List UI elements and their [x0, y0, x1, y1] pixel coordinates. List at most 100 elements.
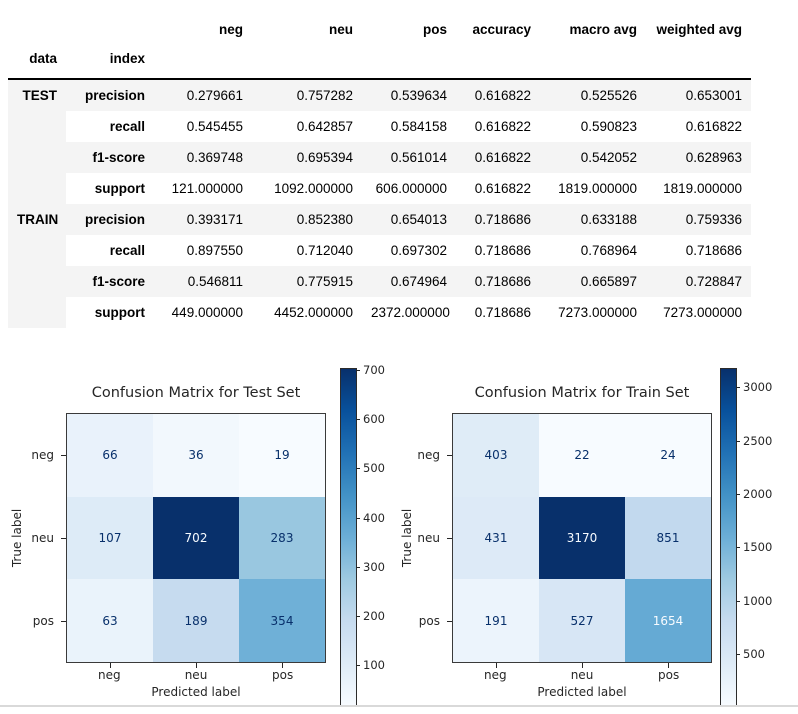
table-cell: 0.718686: [685, 243, 742, 258]
matrix-cell: 63: [67, 579, 153, 662]
colorbar-tick-label: 200: [363, 608, 385, 623]
figure-title: Confusion Matrix for Train Set: [474, 385, 690, 401]
row-index-label: support: [94, 305, 145, 320]
table-cell: 0.616822: [474, 181, 531, 196]
table-cell: 1819.000000: [663, 181, 742, 196]
column-header: pos: [422, 22, 447, 37]
matrix-cell: 22: [539, 414, 625, 497]
table-cell: 0.616822: [685, 119, 742, 134]
table-header: neg neu pos accuracy macro avg weighted avg da…: [8, 6, 751, 80]
table-cell: 0.718686: [456, 266, 540, 297]
row-group-label: TRAIN: [8, 204, 66, 328]
x-axis-label: Predicted label: [537, 685, 627, 699]
colorbar-tick-label: 400: [363, 510, 385, 525]
table-cell: 0.546811: [154, 266, 252, 297]
table-cell: 0.897550: [186, 243, 243, 258]
matrix-cell: 19: [239, 414, 325, 497]
table-cell: 0.712040: [296, 243, 353, 258]
row-index-label: support: [94, 181, 145, 196]
table-cell: 121.000000: [171, 181, 243, 196]
x-tick-mark: [582, 663, 583, 668]
column-header-row: neg neu pos accuracy macro avg weighted avg: [8, 6, 751, 41]
table-cell: 0.393171: [154, 204, 252, 235]
matrix-cell: 189: [153, 579, 239, 662]
column-header: neg: [218, 22, 243, 37]
matrix-cell: 24: [625, 414, 711, 497]
table-cell: 0.768964: [580, 243, 637, 258]
y-tick-label: neg: [31, 447, 54, 462]
table-cell: 0.616822: [456, 79, 540, 111]
colorbar-tick-label: 3000: [743, 380, 773, 395]
x-tick-label: pos: [272, 668, 294, 682]
table-cell: 4452.000000: [274, 305, 353, 320]
colorbar-tick-mark: [736, 600, 740, 602]
colorbar-tick-mark: [356, 615, 360, 617]
table-cell: 0.369748: [154, 142, 252, 173]
table-cell: 0.628963: [646, 142, 751, 173]
table-cell: 0.775915: [252, 266, 362, 297]
table-cell: 7273.000000: [663, 305, 742, 320]
colorbar-tick-label: 500: [363, 461, 385, 476]
column-header: accuracy: [472, 22, 531, 37]
y-tick-label: neg: [417, 447, 440, 462]
table-row: support 121.000000 1092.000000 606.000000 0.…: [8, 173, 751, 204]
matrix-cell: 527: [539, 579, 625, 662]
colorbar-tick-label: 2500: [743, 433, 773, 448]
colorbar-tick-mark: [356, 468, 360, 470]
table-row: TRAIN precision 0.393171 0.852380 0.654013 0.…: [8, 204, 751, 328]
x-axis-label: Predicted label: [151, 685, 241, 699]
colorbar-tick-mark: [356, 369, 360, 371]
colorbar-tick-label: 1000: [743, 593, 773, 608]
x-tick-mark: [668, 663, 669, 668]
x-tick-label: neu: [570, 668, 594, 682]
row-index-label: f1-score: [66, 142, 154, 173]
matrix-cell: 1654: [625, 579, 711, 662]
x-tick-mark: [496, 663, 497, 668]
table-cell: 0.616822: [474, 119, 531, 134]
colorbar: 500 1000 1500 2000 2500 3000: [720, 368, 772, 706]
x-tick-mark: [282, 663, 283, 668]
classification-report-table: neg neu pos accuracy macro avg weighted avg da…: [8, 6, 751, 328]
table-row: support 449.000000 4452.000000 2372.000000 0…: [8, 297, 751, 328]
y-tick-mark: [447, 455, 452, 457]
table-row: recall 0.545455 0.642857 0.584158 0.616822 0.…: [8, 111, 751, 142]
y-tick-labels: neg neu pos: [390, 413, 440, 663]
table-cell: 0.633188: [540, 204, 646, 235]
colorbar-tick-mark: [736, 493, 740, 495]
table-cell: 0.695394: [252, 142, 362, 173]
y-tick-label: neu: [417, 531, 440, 545]
y-tick-mark: [61, 455, 66, 457]
matrix-cell: 3170: [539, 496, 625, 580]
colorbar-tick-mark: [356, 665, 360, 667]
cell-bottom-border: [0, 705, 798, 707]
x-tick-mark: [196, 663, 197, 668]
matrix-cell: 702: [153, 496, 239, 580]
y-tick-mark: [61, 620, 66, 622]
x-tick-mark: [110, 663, 111, 668]
x-tick-label: neu: [184, 668, 208, 682]
row-index-label: precision: [66, 79, 154, 111]
matrix-cell: 431: [453, 496, 539, 580]
table-cell: 0.718686: [474, 305, 531, 320]
colorbar-tick-label: 300: [363, 559, 385, 574]
table-cell: 606.000000: [375, 181, 447, 196]
table-cell: 0.642857: [296, 119, 353, 134]
index-names-row: data index: [8, 41, 751, 80]
table-row: f1-score 0.369748 0.695394 0.561014 0.616822…: [8, 142, 751, 173]
row-index-label: recall: [109, 119, 145, 134]
row-group-label: TEST: [8, 79, 66, 204]
table-cell: 0.665897: [540, 266, 646, 297]
table-row: f1-score 0.546811 0.775915 0.674964 0.718686…: [8, 266, 751, 297]
matrix-cell: 283: [239, 496, 325, 580]
table-cell: 0.590823: [580, 119, 637, 134]
table-cell: 2372.000000: [371, 305, 450, 320]
colorbar-tick-mark: [736, 387, 740, 389]
table-cell: 0.728847: [646, 266, 751, 297]
table-cell: 0.653001: [646, 79, 751, 111]
table-cell: 0.852380: [252, 204, 362, 235]
colorbar-tick-label: 700: [363, 362, 385, 377]
x-tick-labels: neg neu pos: [66, 668, 326, 682]
row-index-label: f1-score: [66, 266, 154, 297]
y-tick-label: pos: [418, 614, 440, 629]
